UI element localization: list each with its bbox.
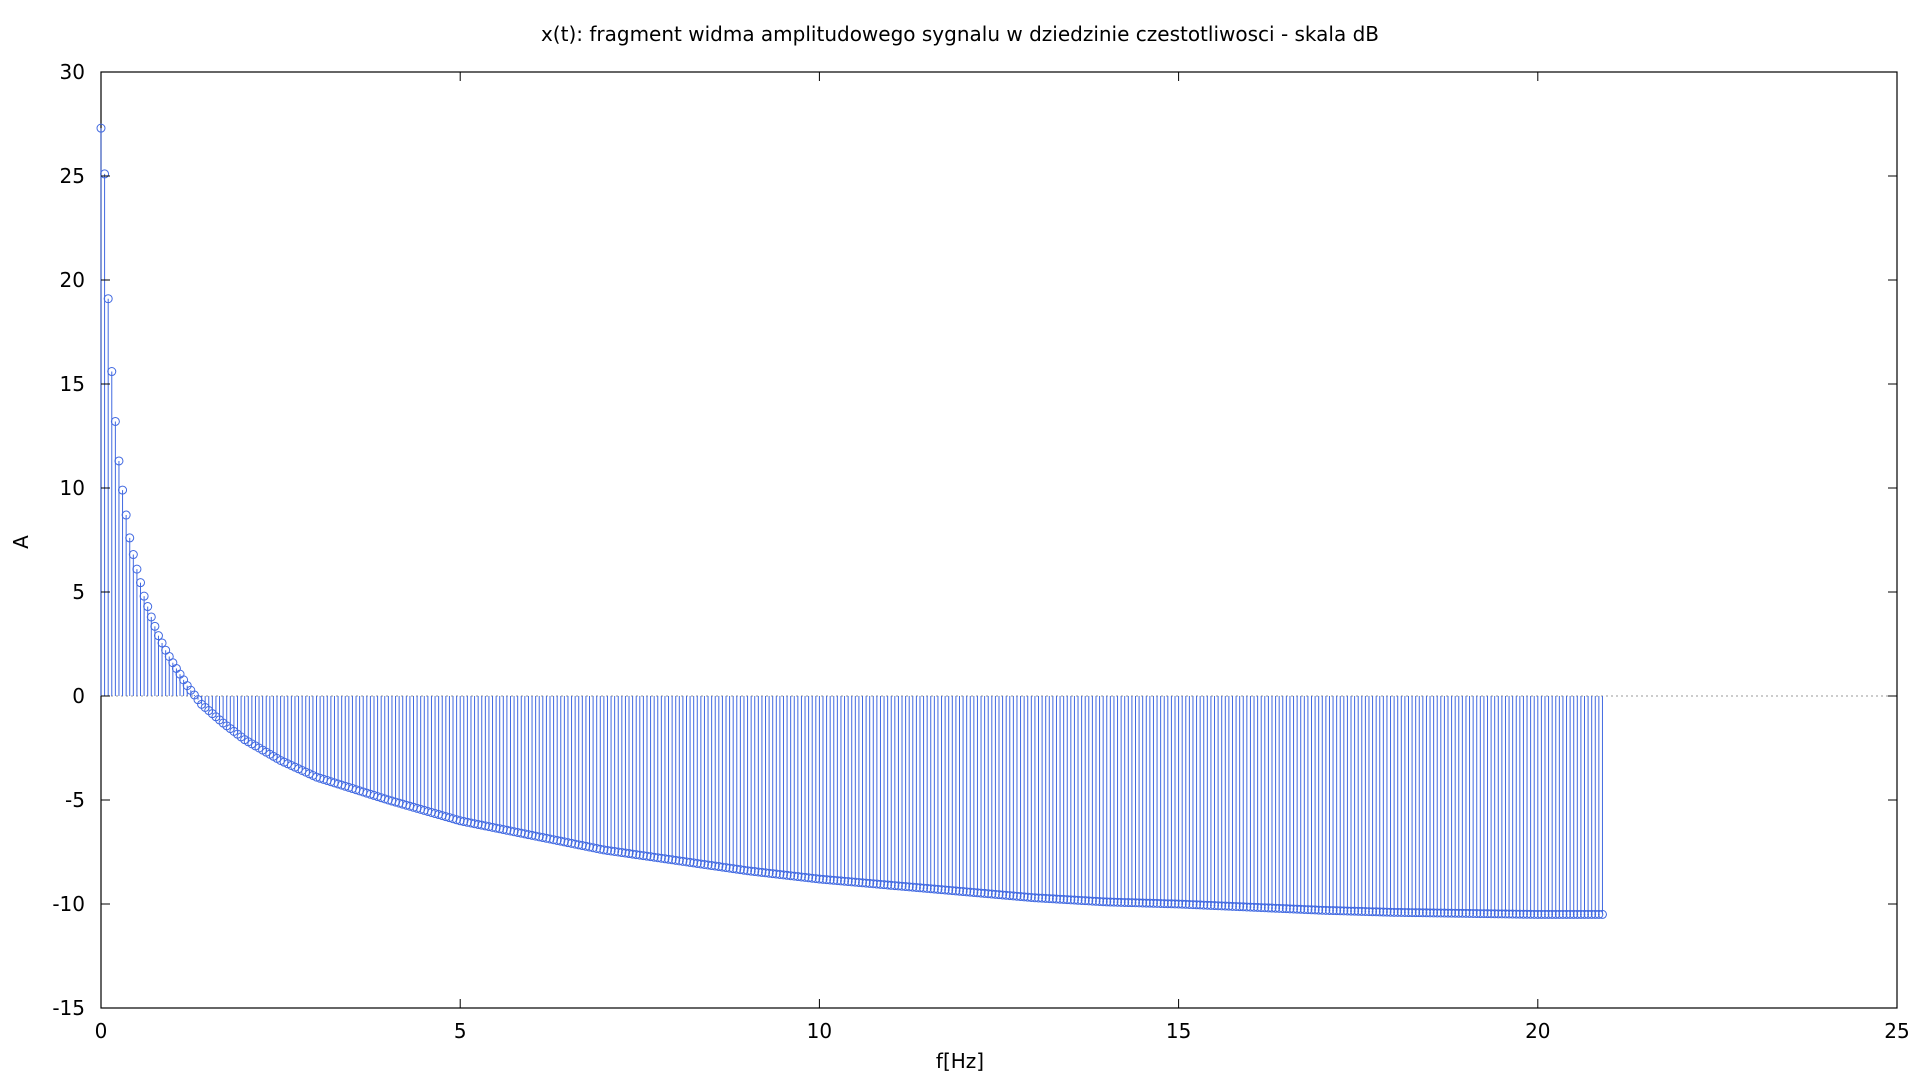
y-tick-label: 10 [60,476,85,500]
y-tick-label: 5 [72,580,85,604]
data-point [121,510,131,520]
data-point [103,294,113,304]
data-point [114,456,124,466]
y-tick-label: 25 [60,164,85,188]
y-tick-label: 30 [60,60,85,84]
data-point [1597,909,1607,919]
data-point [153,631,163,641]
y-tick-label: 20 [60,268,85,292]
x-axis-label: f[Hz] [935,1049,985,1073]
data-point [136,578,146,588]
chart-title: x(t): fragment widma amplitudowego sygna… [540,22,1380,46]
y-tick-label: -5 [65,788,85,812]
x-tick-label: 5 [454,1019,467,1043]
data-point [146,612,156,622]
data-point [118,485,128,495]
data-point [110,416,120,426]
x-tick-label: 25 [1884,1019,1909,1043]
x-tick-label: 10 [807,1019,832,1043]
data-point [125,533,135,543]
y-tick-label: 0 [72,684,85,708]
data-point [96,123,106,133]
data-point [150,621,160,631]
data-point [128,550,138,560]
data-point [157,638,167,648]
x-tick-label: 20 [1525,1019,1550,1043]
data-point [107,367,117,377]
y-tick-label: -15 [52,996,85,1020]
x-tick-label: 15 [1166,1019,1191,1043]
y-tick-label: -10 [52,892,85,916]
y-tick-label: 15 [60,372,85,396]
data-point [139,591,149,601]
data-point [143,602,153,612]
data-point [132,564,142,574]
data-point [100,169,110,179]
x-tick-label: 0 [95,1019,108,1043]
